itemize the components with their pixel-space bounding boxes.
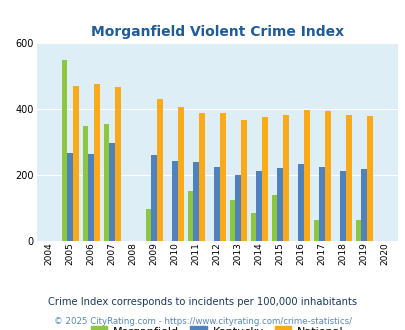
- Bar: [277, 168, 282, 241]
- Bar: [324, 111, 330, 241]
- Bar: [193, 162, 198, 241]
- Bar: [198, 113, 204, 241]
- Bar: [88, 154, 94, 241]
- Bar: [271, 195, 277, 241]
- Bar: [298, 164, 303, 241]
- Bar: [282, 115, 288, 241]
- Bar: [145, 209, 151, 241]
- Bar: [355, 220, 360, 241]
- Bar: [177, 107, 183, 241]
- Bar: [366, 116, 372, 241]
- Text: Crime Index corresponds to incidents per 100,000 inhabitants: Crime Index corresponds to incidents per…: [48, 297, 357, 307]
- Bar: [67, 153, 73, 241]
- Bar: [313, 220, 319, 241]
- Bar: [319, 167, 324, 241]
- Bar: [256, 171, 261, 241]
- Bar: [187, 191, 193, 241]
- Bar: [73, 86, 79, 241]
- Bar: [83, 126, 88, 241]
- Legend: Morganfield, Kentucky, National: Morganfield, Kentucky, National: [86, 322, 347, 330]
- Text: © 2025 CityRating.com - https://www.cityrating.com/crime-statistics/: © 2025 CityRating.com - https://www.city…: [54, 317, 351, 326]
- Title: Morganfield Violent Crime Index: Morganfield Violent Crime Index: [90, 25, 343, 39]
- Bar: [172, 161, 177, 241]
- Bar: [103, 124, 109, 241]
- Bar: [235, 175, 241, 241]
- Bar: [109, 143, 115, 241]
- Bar: [220, 113, 225, 241]
- Bar: [303, 110, 309, 241]
- Bar: [214, 167, 220, 241]
- Bar: [115, 87, 120, 241]
- Bar: [151, 155, 157, 241]
- Bar: [345, 115, 351, 241]
- Bar: [339, 171, 345, 241]
- Bar: [241, 120, 246, 241]
- Bar: [360, 169, 366, 241]
- Bar: [261, 117, 267, 241]
- Bar: [62, 60, 67, 241]
- Bar: [94, 84, 99, 241]
- Bar: [157, 99, 162, 241]
- Bar: [250, 213, 256, 241]
- Bar: [229, 200, 235, 241]
